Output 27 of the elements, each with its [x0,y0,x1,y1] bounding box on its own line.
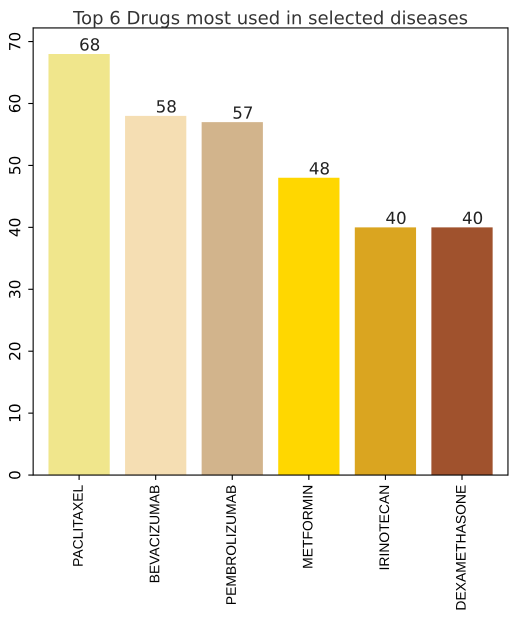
x-tick-label: DEXAMETHASONE [456,485,466,610]
y-tick-label: 0 [8,471,20,479]
bar [48,54,110,476]
data-label: 58 [156,100,176,113]
bar [202,122,263,476]
y-tick-label: 20 [8,342,20,360]
y-tick-label: 50 [8,156,20,174]
x-tick-label: PACLITAXEL [72,485,83,566]
y-tick-label: 10 [8,404,20,422]
bar [431,227,493,476]
y-tick-label: 60 [8,94,20,112]
x-tick-label: METFORMIN [302,486,313,568]
y-tick-label: 70 [8,32,20,50]
data-label: 40 [386,212,406,224]
bar [354,227,416,476]
y-tick-label: 40 [8,218,20,236]
chart-title: Top 6 Drugs most used in selected diseases [73,10,468,28]
x-tick-label: BEVACIZUMAB [150,486,160,582]
data-label: 48 [310,162,329,175]
data-label: 68 [80,38,100,51]
data-label: 40 [462,212,482,224]
data-label: 57 [234,106,252,119]
bar [125,116,186,476]
x-tick-label: IRINOTECAN [379,486,390,570]
bar [278,178,340,476]
y-tick-label: 30 [8,280,20,298]
x-tick-label: PEMBROLIZUMAB [226,486,236,604]
